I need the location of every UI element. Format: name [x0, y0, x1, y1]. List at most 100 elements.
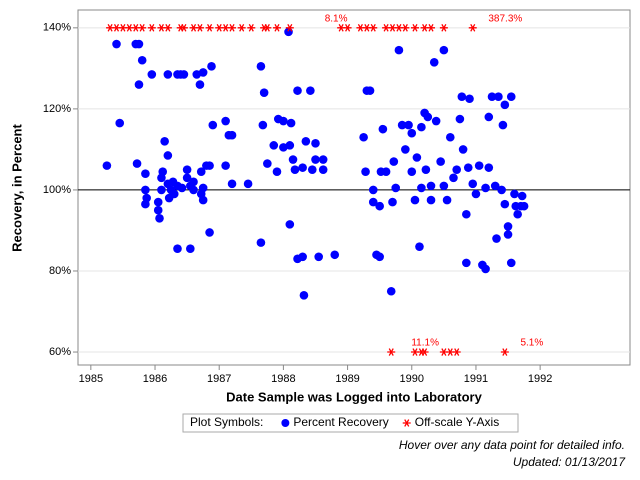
data-point	[290, 165, 300, 174]
legend: Plot Symbols: Percent Recovery Off-scale Y…	[182, 413, 519, 433]
data-point	[256, 238, 266, 247]
data-point	[301, 137, 311, 146]
data-point	[227, 179, 237, 189]
data-point	[311, 155, 320, 164]
data-point	[378, 124, 388, 134]
data-point	[436, 157, 445, 166]
data-point	[189, 185, 198, 195]
data-point	[173, 244, 182, 253]
data-point	[386, 286, 396, 296]
data-point	[458, 145, 468, 154]
data-point	[375, 201, 384, 211]
y-tick-label: 100%	[43, 184, 71, 196]
data-point	[285, 24, 294, 32]
data-point	[314, 252, 323, 262]
data-point	[237, 24, 246, 32]
data-point	[412, 153, 422, 162]
data-point	[227, 130, 237, 140]
x-tick-label: 1991	[464, 373, 488, 385]
data-point	[256, 62, 266, 71]
data-point	[179, 70, 189, 79]
data-point	[431, 116, 441, 126]
data-point	[481, 183, 490, 193]
data-point	[285, 141, 295, 150]
data-point	[462, 258, 471, 268]
data-point	[153, 205, 163, 215]
annotation: 5.1%	[520, 338, 543, 349]
data-point	[421, 165, 431, 174]
data-point	[423, 112, 433, 122]
data-point	[195, 24, 204, 32]
data-point	[498, 120, 508, 130]
data-point	[492, 234, 501, 243]
data-point	[463, 163, 473, 172]
data-point	[426, 181, 436, 191]
data-point	[481, 264, 490, 274]
data-point	[389, 157, 399, 166]
data-point	[198, 183, 208, 193]
data-point	[465, 94, 474, 104]
y-tick-label: 140%	[43, 22, 71, 34]
data-point	[471, 189, 481, 199]
data-point	[158, 167, 168, 176]
data-point	[487, 92, 497, 102]
data-point	[490, 181, 500, 191]
data-point	[279, 116, 288, 126]
data-point	[449, 173, 458, 183]
y-axis-title: Recovery, in Percent	[9, 124, 24, 252]
data-point	[157, 185, 166, 195]
data-point	[407, 128, 417, 138]
data-point	[299, 290, 309, 300]
data-point	[263, 24, 272, 32]
data-point	[132, 159, 142, 168]
data-point	[468, 24, 477, 32]
y-tick-label: 120%	[43, 103, 71, 115]
data-point	[182, 173, 192, 183]
data-point	[141, 199, 150, 209]
data-point	[141, 185, 150, 195]
legend-label: Off-scale Y-Axis	[415, 415, 499, 429]
data-point	[375, 252, 384, 262]
data-point	[407, 167, 417, 176]
data-point	[368, 185, 378, 195]
data-point	[455, 114, 465, 124]
data-point	[484, 163, 494, 172]
data-point	[503, 230, 513, 239]
data-point	[484, 112, 494, 122]
x-tick-label: 1992	[528, 373, 552, 385]
data-point	[269, 141, 279, 150]
data-point	[198, 68, 208, 77]
data-point	[228, 24, 237, 32]
x-tick-label: 1986	[143, 373, 167, 385]
data-point	[208, 120, 218, 130]
data-point	[293, 86, 302, 95]
data-point	[381, 167, 391, 176]
data-point	[457, 92, 467, 102]
data-point	[497, 185, 506, 195]
data-point	[182, 165, 192, 174]
y-tick-label: 80%	[49, 265, 71, 277]
data-point	[179, 24, 188, 32]
data-point	[519, 201, 529, 211]
data-point	[415, 242, 424, 251]
data-point	[462, 209, 471, 219]
x-tick-label: 1985	[79, 373, 103, 385]
data-point	[285, 220, 295, 229]
data-point	[163, 70, 173, 79]
data-point	[272, 24, 281, 32]
data-point	[318, 165, 328, 174]
data-point	[207, 62, 216, 71]
data-point	[177, 183, 187, 193]
data-point	[394, 45, 404, 55]
data-point	[397, 120, 407, 130]
data-point	[510, 189, 519, 199]
data-point	[439, 181, 449, 191]
data-point	[442, 195, 452, 205]
data-point	[429, 57, 439, 67]
y-tick-label: 60%	[49, 346, 71, 358]
x-tick-label: 1990	[400, 373, 424, 385]
annotation: 387.3%	[488, 13, 522, 24]
data-point	[500, 100, 510, 110]
data-point	[205, 161, 214, 170]
data-point	[160, 137, 169, 146]
